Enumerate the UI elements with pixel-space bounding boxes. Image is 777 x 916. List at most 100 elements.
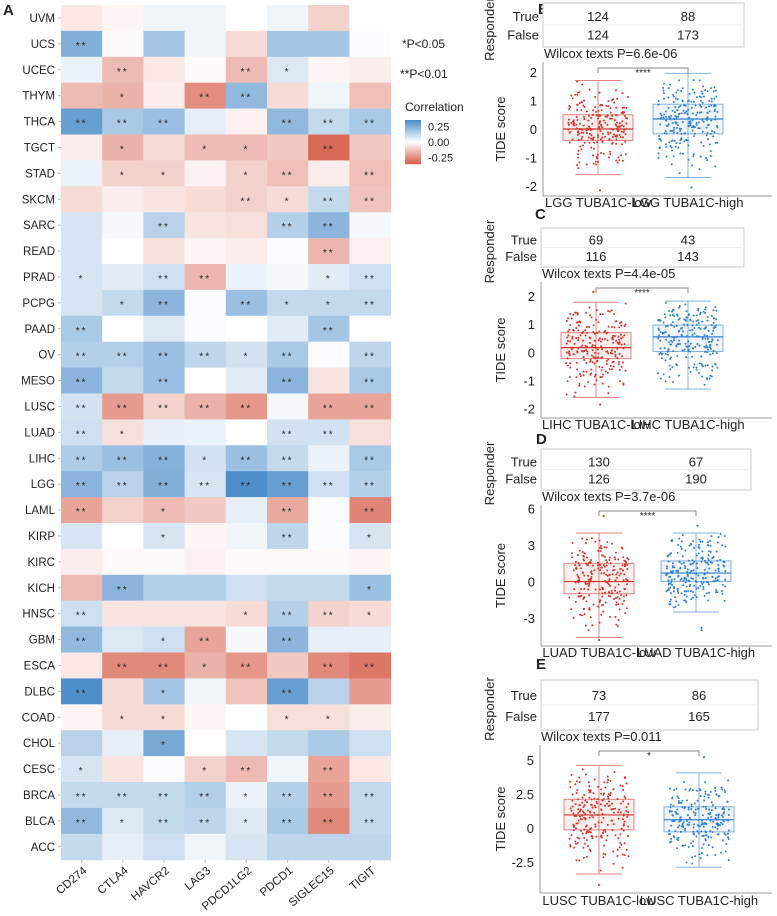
data-point [584,773,587,776]
data-point [700,355,703,358]
data-point [668,600,671,603]
data-point [670,840,673,843]
heatmap-cell [349,523,392,550]
data-point [669,368,672,371]
data-point [709,343,712,346]
row-label: CHOL [23,738,56,750]
data-point [702,85,705,88]
data-point [710,340,713,343]
heatmap-cell [267,756,309,783]
colorbar-segment [405,158,421,160]
data-point [687,108,690,111]
data-point [575,567,578,570]
data-point [583,385,586,388]
data-point [678,820,681,823]
heatmap-cell [349,341,392,369]
data-point [618,574,621,577]
data-point [693,332,696,335]
significance-stars: ** [323,119,335,130]
data-point [692,320,695,323]
data-point [570,773,573,776]
colorbar-segment [405,152,421,154]
data-point [669,787,672,790]
data-point [601,313,604,316]
heatmap-cell [225,134,268,161]
data-point [574,827,577,830]
data-point [685,861,688,864]
data-point [669,806,672,809]
data-point [685,310,688,313]
data-point [672,155,675,158]
data-point [611,542,614,545]
data-point [670,324,673,327]
data-point [576,131,579,134]
data-point [590,316,593,319]
data-point [581,801,584,804]
data-point [689,120,692,123]
data-point [620,365,623,368]
heatmap-cell [61,160,103,187]
data-point [669,144,672,147]
data-point [705,807,708,810]
data-point [682,330,685,333]
heatmap-cell [102,186,144,213]
data-point [684,829,687,832]
data-point [591,138,594,141]
data-point [714,854,717,857]
data-point [606,802,609,805]
data-point [707,138,710,141]
data-point [687,823,690,826]
data-point [607,309,610,312]
data-point [717,541,720,544]
data-point [673,339,676,342]
colorbar-segment [405,161,421,163]
heatmap-cell [143,523,186,550]
data-point [676,588,679,591]
data-point [616,125,619,128]
data-point [616,576,619,579]
data-point [693,560,696,563]
data-point [697,309,700,312]
row-label: READ [23,246,55,258]
data-point [577,336,580,339]
data-point [677,839,680,842]
data-point [694,579,697,582]
y-tick-label: 0 [530,122,537,137]
y-tick-label: 3 [528,538,535,553]
data-point [594,588,597,591]
heatmap-cell [349,471,392,498]
box-low [560,290,632,406]
heatmap-cell [267,56,309,84]
data-point [599,151,602,154]
data-point [663,132,666,135]
significance-bracket [595,287,689,293]
significance-stars: * [202,455,208,466]
data-point [703,345,706,348]
data-point [598,337,601,340]
data-point [611,361,614,364]
heatmap-cell [308,756,350,783]
significance-bracket [598,510,697,516]
heatmap-cell [143,833,186,861]
data-point [708,808,711,811]
heatmap-cell [184,315,227,343]
data-point [664,301,667,304]
data-point [687,808,690,811]
data-point [571,793,574,796]
significance-stars: ** [76,637,88,648]
data-point [578,102,581,105]
data-point [707,796,710,799]
data-point [581,796,584,799]
data-point [615,114,618,117]
data-point [571,556,574,559]
heatmap-cell [102,5,144,32]
data-point [704,576,707,579]
data-point [595,156,598,159]
data-point [601,356,604,359]
data-point [606,371,609,374]
data-point [703,334,706,337]
data-point [663,313,666,316]
heatmap-cell [267,523,309,550]
data-point [707,544,710,547]
data-point [693,594,696,597]
